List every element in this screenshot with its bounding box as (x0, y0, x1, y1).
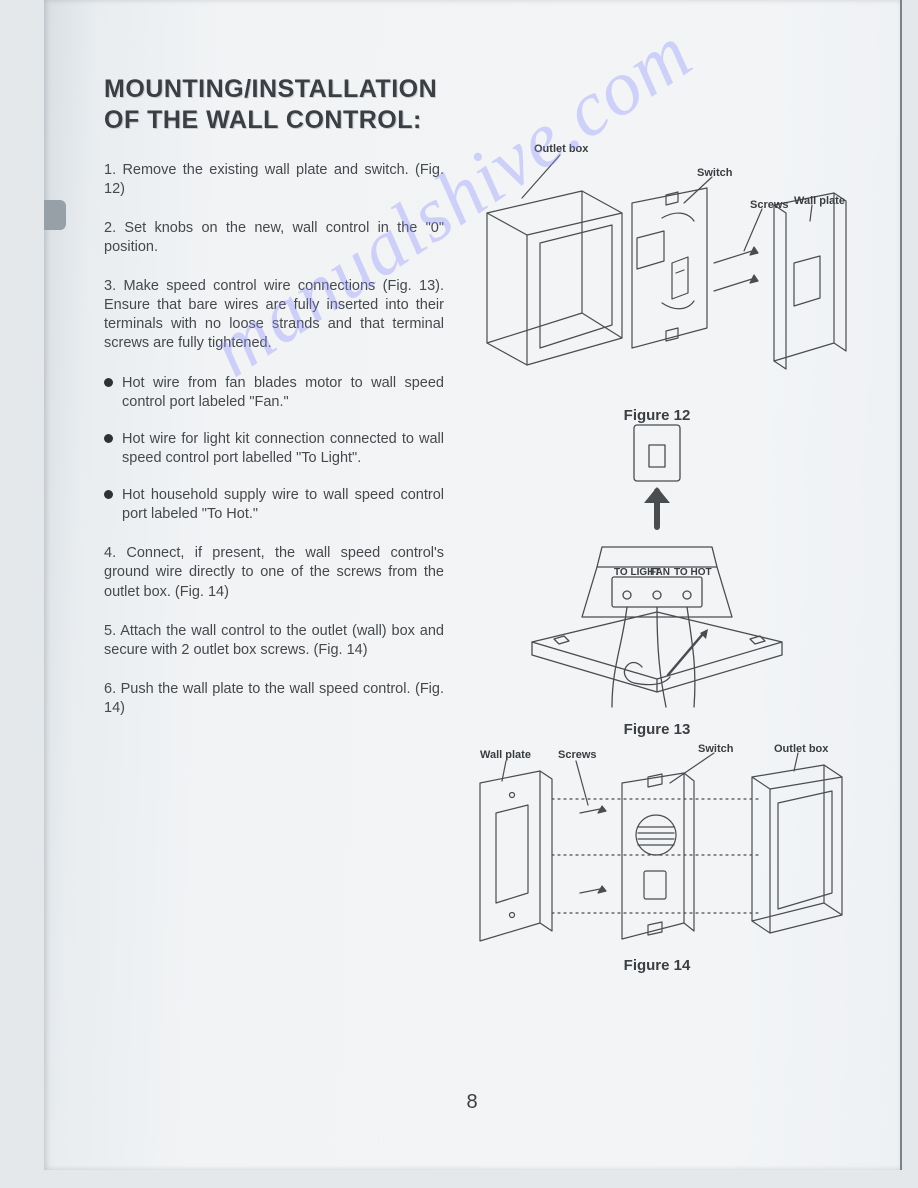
two-column-layout: 1. Remove the existing wall plate and sw… (104, 143, 854, 973)
figure-12: Outlet box Switch Screws Wall plate (462, 143, 852, 413)
step-item: 5. Attach the wall control to the outlet… (104, 622, 444, 660)
callout-outlet-box: Outlet box (534, 143, 588, 155)
page-content: MOUNTING/INSTALLATION OF THE WALL CONTRO… (104, 74, 854, 973)
step-text: Make speed control wire connections (Fig… (104, 278, 444, 351)
step-number: 4. (104, 545, 116, 561)
binder-hole-shadow (44, 200, 66, 230)
step-text: Set knobs on the new, wall control in th… (104, 220, 444, 255)
figure-14-caption: Figure 14 (462, 957, 852, 974)
bullet-item: Hot household supply wire to wall speed … (104, 486, 444, 524)
figure-13-svg: TO LIGHT FAN TO HOT (462, 417, 852, 717)
callout-outlet-box-14: Outlet box (774, 743, 828, 755)
step-item: 2. Set knobs on the new, wall control in… (104, 219, 444, 257)
figure-13-caption: Figure 13 (462, 721, 852, 738)
title-line-1: MOUNTING/INSTALLATION (104, 75, 437, 103)
step-number: 2. (104, 220, 116, 236)
figure-12-svg (462, 143, 852, 403)
port-label-mid: FAN (650, 567, 670, 578)
figure-13: TO LIGHT FAN TO HOT (462, 417, 852, 737)
figure-14-svg (462, 743, 852, 953)
callout-screws: Screws (750, 199, 789, 211)
step-list-b: 4. Connect, if present, the wall speed c… (104, 544, 444, 718)
callout-wall-plate-14: Wall plate (480, 749, 531, 761)
step-text: Push the wall plate to the wall speed co… (104, 681, 444, 716)
page-heading: MOUNTING/INSTALLATION OF THE WALL CONTRO… (104, 74, 474, 137)
step-list-a: 1. Remove the existing wall plate and sw… (104, 161, 444, 354)
callout-switch-14: Switch (698, 743, 733, 755)
step-item: 4. Connect, if present, the wall speed c… (104, 544, 444, 601)
callout-wall-plate: Wall plate (794, 195, 845, 207)
callout-switch: Switch (697, 167, 732, 179)
callout-screws-14: Screws (558, 749, 597, 761)
step-number: 5. (104, 623, 116, 639)
figure-14: Wall plate Screws Switch Outlet box (462, 743, 852, 973)
step-number: 6. (104, 681, 116, 697)
step-text: Connect, if present, the wall speed cont… (104, 545, 444, 599)
figures-column: Outlet box Switch Screws Wall plate (462, 143, 852, 973)
step-number: 1. (104, 162, 116, 178)
port-label-right: TO HOT (674, 567, 712, 578)
step-text: Remove the existing wall plate and switc… (104, 162, 444, 197)
scanned-page: MOUNTING/INSTALLATION OF THE WALL CONTRO… (44, 0, 902, 1170)
step-text: Attach the wall control to the outlet (w… (104, 623, 444, 658)
step-item: 1. Remove the existing wall plate and sw… (104, 161, 444, 199)
title-line-2: OF THE WALL CONTROL: (104, 106, 422, 134)
step-number: 3. (104, 278, 116, 294)
step-item: 3. Make speed control wire connections (… (104, 277, 444, 354)
instructions-column: 1. Remove the existing wall plate and sw… (104, 143, 444, 973)
bullet-item: Hot wire for light kit connection connec… (104, 430, 444, 468)
step-item: 6. Push the wall plate to the wall speed… (104, 680, 444, 718)
bullet-list: Hot wire from fan blades motor to wall s… (104, 374, 444, 525)
bullet-item: Hot wire from fan blades motor to wall s… (104, 374, 444, 412)
page-number: 8 (44, 1091, 900, 1114)
